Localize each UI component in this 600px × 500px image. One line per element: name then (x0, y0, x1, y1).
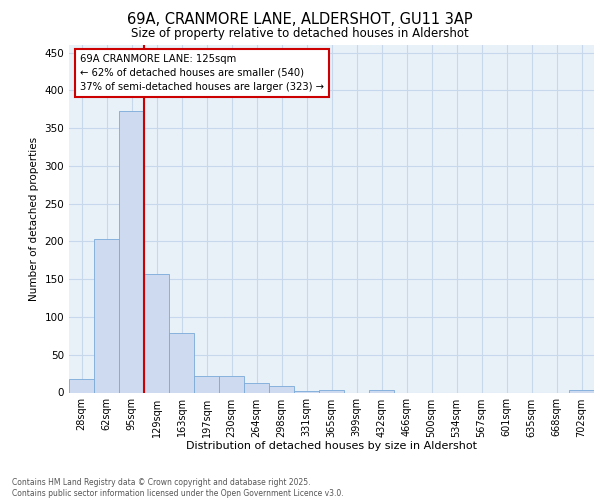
Bar (369, 390, 394, 392)
Text: Contains HM Land Registry data © Crown copyright and database right 2025.
Contai: Contains HM Land Registry data © Crown c… (12, 478, 344, 498)
X-axis label: Distribution of detached houses by size in Aldershot: Distribution of detached houses by size … (186, 441, 477, 451)
Bar (169, 333, 194, 392)
Bar (94, 239, 119, 392)
Bar (294, 391, 319, 392)
Text: 69A CRANMORE LANE: 125sqm
← 62% of detached houses are smaller (540)
37% of semi: 69A CRANMORE LANE: 125sqm ← 62% of detac… (79, 54, 323, 92)
Bar (269, 386, 294, 392)
Y-axis label: Number of detached properties: Number of detached properties (29, 136, 39, 301)
Bar (144, 274, 169, 392)
Bar (569, 390, 594, 392)
Bar (119, 110, 144, 392)
Bar (69, 379, 94, 392)
Bar (319, 390, 344, 392)
Text: 69A, CRANMORE LANE, ALDERSHOT, GU11 3AP: 69A, CRANMORE LANE, ALDERSHOT, GU11 3AP (127, 12, 473, 28)
Bar (244, 382, 269, 392)
Text: Size of property relative to detached houses in Aldershot: Size of property relative to detached ho… (131, 28, 469, 40)
Bar (194, 376, 219, 392)
Bar (219, 376, 244, 392)
